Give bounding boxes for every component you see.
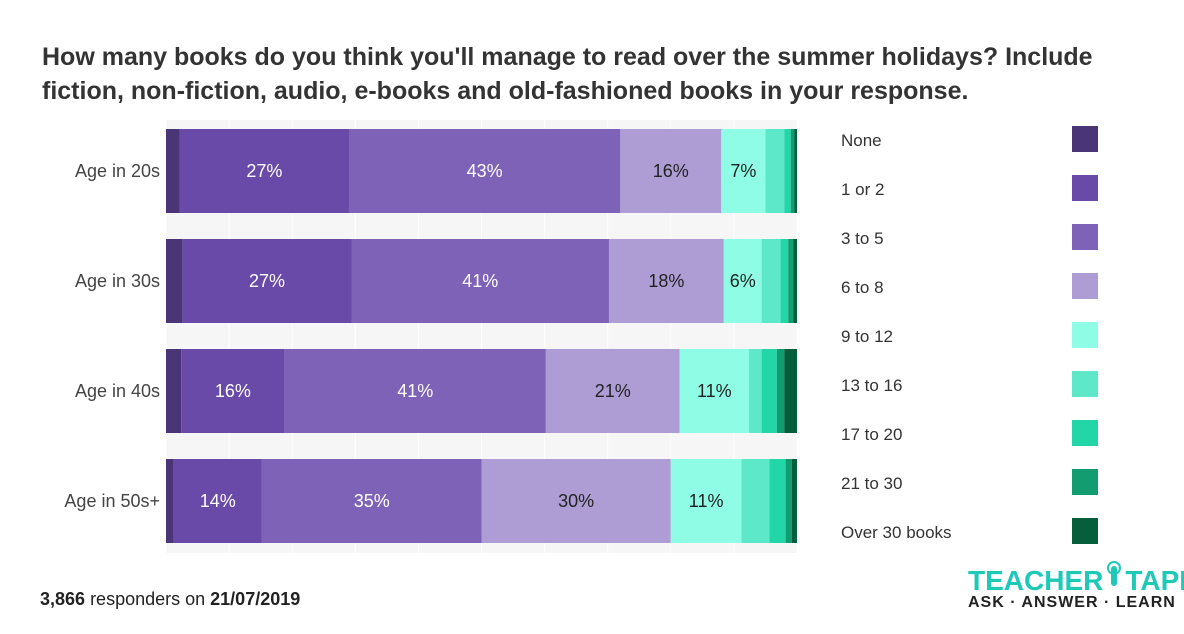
logo-word-tapp: TAPP <box>1125 565 1184 596</box>
data-label: 30% <box>558 491 594 511</box>
data-label: 11% <box>697 381 732 401</box>
legend-swatch <box>1072 420 1098 446</box>
legend-label: 1 or 2 <box>841 180 884 199</box>
bar-segment <box>723 239 762 323</box>
bar-segment <box>348 129 621 213</box>
bar-segment <box>166 349 182 433</box>
bar-segment <box>182 239 352 323</box>
survey-date: 21/07/2019 <box>210 589 301 609</box>
bar-segment <box>780 239 789 323</box>
legend-swatch <box>1072 469 1098 495</box>
legend-label: 3 to 5 <box>841 229 884 248</box>
bar-segment <box>784 129 791 213</box>
category-label: Age in 50s+ <box>64 491 160 511</box>
bar-segment <box>765 129 785 213</box>
bar-segment <box>761 349 777 433</box>
bar-segment <box>179 129 349 213</box>
legend-swatch <box>1072 371 1098 397</box>
legend-swatch <box>1072 273 1098 299</box>
bar-segment <box>776 349 785 433</box>
bar-segment <box>173 459 262 543</box>
category-label: Age in 20s <box>75 161 160 181</box>
chart-title: How many books do you think you'll manag… <box>42 43 1093 105</box>
bar-segment <box>181 349 285 433</box>
category-label: Age in 40s <box>75 381 160 401</box>
bar-segment <box>351 239 609 323</box>
legend-swatch <box>1072 518 1098 544</box>
bar-segment <box>749 349 762 433</box>
bar-segment <box>721 129 766 213</box>
legend-label: 9 to 12 <box>841 327 893 346</box>
responders-text: responders on <box>90 589 206 609</box>
bar-segment <box>670 459 742 543</box>
category-label: Age in 30s <box>75 271 160 291</box>
data-label: 7% <box>730 161 756 181</box>
bar-segment <box>741 459 770 543</box>
data-label: 41% <box>462 271 498 291</box>
legend-label: 6 to 8 <box>841 278 884 297</box>
bar-segment <box>785 459 792 543</box>
bar-segment <box>481 459 671 543</box>
bar-segment <box>790 129 795 213</box>
bar-segment <box>794 129 797 213</box>
teacher-tapp-logo: TEACHER TAPP ASK · ANSWER · LEARN <box>968 560 1184 616</box>
bar-segment <box>284 349 546 433</box>
legend-swatch <box>1072 126 1098 152</box>
bar-segment <box>788 239 794 323</box>
data-label: 11% <box>689 491 724 511</box>
data-label: 41% <box>397 381 433 401</box>
bar-segment <box>620 129 722 213</box>
legend-swatch <box>1072 175 1098 201</box>
responder-count: 3,866 <box>40 589 86 609</box>
logo-wordmark: TEACHER TAPP <box>968 560 1184 597</box>
data-label: 27% <box>246 161 282 181</box>
bar-segment <box>679 349 750 433</box>
legend-label: Over 30 books <box>841 523 952 542</box>
bar-segment <box>769 459 786 543</box>
data-label: 35% <box>354 491 390 511</box>
tap-hand-icon <box>1103 560 1125 597</box>
data-label: 16% <box>653 161 689 181</box>
responders-footer: 3,866 responders on 21/07/2019 <box>40 589 300 610</box>
legend-swatch <box>1072 224 1098 250</box>
bar-segment <box>608 239 724 323</box>
logo-word-teacher: TEACHER <box>968 565 1104 596</box>
data-label: 27% <box>249 271 285 291</box>
bar-segment <box>791 459 797 543</box>
logo-tagline: ASK · ANSWER · LEARN <box>968 594 1176 611</box>
bar-segment <box>793 239 797 323</box>
legend-label: 21 to 30 <box>841 474 902 493</box>
legend-swatch <box>1072 322 1098 348</box>
legend-label: None <box>841 131 882 150</box>
data-label: 16% <box>215 381 251 401</box>
data-label: 21% <box>595 381 631 401</box>
bar-segment <box>166 239 183 323</box>
bar-segment <box>784 349 797 433</box>
bar-segment <box>761 239 781 323</box>
data-label: 43% <box>467 161 503 181</box>
data-label: 18% <box>648 271 684 291</box>
bar-segment <box>166 459 174 543</box>
data-label: 6% <box>730 271 756 291</box>
data-label: 14% <box>200 491 236 511</box>
bar-segment <box>166 129 180 213</box>
bar-segment <box>261 459 482 543</box>
legend-label: 13 to 16 <box>841 376 902 395</box>
bar-segment <box>545 349 680 433</box>
legend-label: 17 to 20 <box>841 425 902 444</box>
